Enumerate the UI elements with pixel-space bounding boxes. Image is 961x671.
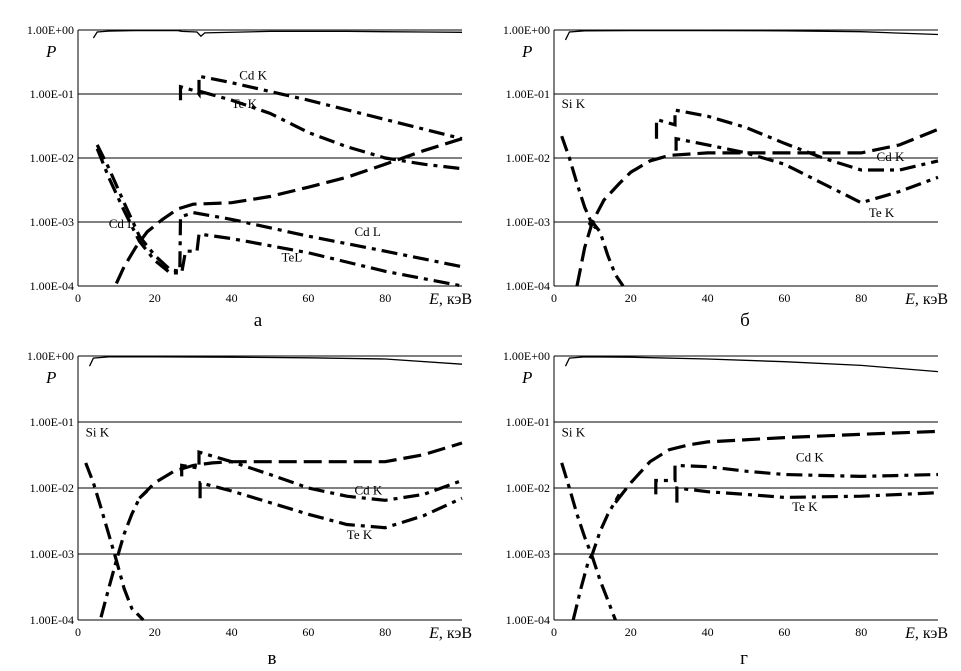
panel-caption: б <box>740 310 750 331</box>
series-line-curve-3 <box>99 489 149 618</box>
y-tick-label: 1.00E-04 <box>30 279 74 293</box>
y-tick-label: 1.00E+00 <box>503 349 550 363</box>
y-tick-label: 1.00E-01 <box>30 415 74 429</box>
x-tick-label: 60 <box>778 291 790 305</box>
y-axis-label: P <box>521 368 532 387</box>
series-line-te-k <box>199 89 463 171</box>
x-tick-label: 60 <box>778 625 790 639</box>
x-tick-label: 0 <box>75 291 81 305</box>
x-tick-label: 40 <box>226 625 238 639</box>
x-tick-label: 20 <box>149 625 161 639</box>
series-annotation: Te K <box>232 96 258 111</box>
panel-caption: в <box>268 648 277 669</box>
series-line-te-k <box>674 136 939 205</box>
series-line-tel <box>95 148 463 288</box>
y-axis-label: P <box>521 42 532 61</box>
x-tick-label: 0 <box>551 625 557 639</box>
x-tick-label: 20 <box>625 625 637 639</box>
x-tick-label: 80 <box>379 625 391 639</box>
series-line-curve-4 <box>114 137 463 285</box>
series-line-te-k <box>198 480 463 530</box>
series-line-cd-k <box>180 449 463 502</box>
series-line-cd-k <box>178 74 463 141</box>
y-tick-label: 1.00E-01 <box>30 87 74 101</box>
series-line-curve-1 <box>92 29 463 39</box>
series-line-si-k <box>560 135 598 230</box>
series-line-curve-1 <box>88 356 463 367</box>
chart-panel-1: 1.00E-04 1.00E-03 1.00E-02 1.00E-01 1.00E+00… <box>27 23 472 331</box>
series-annotation: Te K <box>869 205 895 220</box>
series-line-si-k <box>84 462 145 622</box>
chart-panel-4: 1.00E-04 1.00E-03 1.00E-02 1.00E-01 1.00E+00… <box>503 349 948 669</box>
series-annotation: Cd L <box>109 216 135 231</box>
series-annotation: Cd K <box>239 67 267 82</box>
y-tick-label: 1.00E-03 <box>30 215 74 229</box>
x-tick-label: 20 <box>625 291 637 305</box>
y-tick-label: 1.00E-03 <box>506 547 550 561</box>
x-tick-label: 80 <box>855 291 867 305</box>
x-axis-label: E, кэВ <box>428 625 472 642</box>
x-tick-label: 0 <box>75 625 81 639</box>
series-line-te-k <box>675 486 939 503</box>
x-tick-label: 40 <box>702 291 714 305</box>
y-tick-label: 1.00E-02 <box>506 481 550 495</box>
x-tick-label: 80 <box>379 291 391 305</box>
series-line-curve-1 <box>564 29 939 41</box>
series-annotation: Cd K <box>796 450 824 465</box>
series-annotation: TeL <box>282 250 303 265</box>
x-tick-label: 40 <box>226 291 238 305</box>
y-tick-label: 1.00E-04 <box>506 279 550 293</box>
y-tick-label: 1.00E-01 <box>506 415 550 429</box>
y-axis-label: P <box>45 42 56 61</box>
series-annotation: Cd K <box>877 149 905 164</box>
panel-caption: а <box>254 310 263 331</box>
series-line-curve-4 <box>138 441 463 500</box>
series-line-curve-3 <box>587 219 625 287</box>
y-axis-label: P <box>45 368 56 387</box>
x-tick-label: 60 <box>302 625 314 639</box>
series-line-curve-3 <box>571 493 621 621</box>
x-axis-label: E, кэВ <box>904 625 948 642</box>
x-axis-label: E, кэВ <box>428 291 472 308</box>
y-tick-label: 1.00E+00 <box>27 23 74 37</box>
y-tick-label: 1.00E-01 <box>506 87 550 101</box>
x-tick-label: 20 <box>149 291 161 305</box>
series-annotation: Si K <box>562 425 586 440</box>
chart-panel-2: 1.00E-04 1.00E-03 1.00E-02 1.00E-01 1.00E+00… <box>503 23 948 331</box>
x-tick-label: 40 <box>702 625 714 639</box>
series-line-curve-1 <box>564 356 939 373</box>
y-tick-label: 1.00E-04 <box>30 613 74 627</box>
series-line-cd-k <box>654 108 939 172</box>
x-tick-label: 80 <box>855 625 867 639</box>
series-annotation: Te K <box>347 527 373 542</box>
y-tick-label: 1.00E-03 <box>506 215 550 229</box>
series-line-curve-4 <box>575 127 939 287</box>
chart-panel-3: 1.00E-04 1.00E-03 1.00E-02 1.00E-01 1.00E+00… <box>27 349 472 669</box>
y-tick-label: 1.00E-04 <box>506 613 550 627</box>
series-annotation: Si K <box>562 96 586 111</box>
series-annotation: Si K <box>86 425 110 440</box>
series-line-si-k <box>560 462 617 621</box>
y-tick-label: 1.00E-03 <box>30 547 74 561</box>
y-tick-label: 1.00E+00 <box>503 23 550 37</box>
series-annotation: Te K <box>792 499 818 514</box>
x-tick-label: 0 <box>551 291 557 305</box>
y-tick-label: 1.00E-02 <box>30 151 74 165</box>
series-line-curve-4 <box>614 429 939 504</box>
series-annotation: Cd L <box>354 224 380 239</box>
x-tick-label: 60 <box>302 291 314 305</box>
series-line-cd-l <box>95 144 463 274</box>
y-tick-label: 1.00E-02 <box>506 151 550 165</box>
y-tick-label: 1.00E-02 <box>30 481 74 495</box>
series-annotation: Cd K <box>354 482 382 497</box>
x-axis-label: E, кэВ <box>904 291 948 308</box>
panel-caption: г <box>740 648 748 669</box>
y-tick-label: 1.00E+00 <box>27 349 74 363</box>
